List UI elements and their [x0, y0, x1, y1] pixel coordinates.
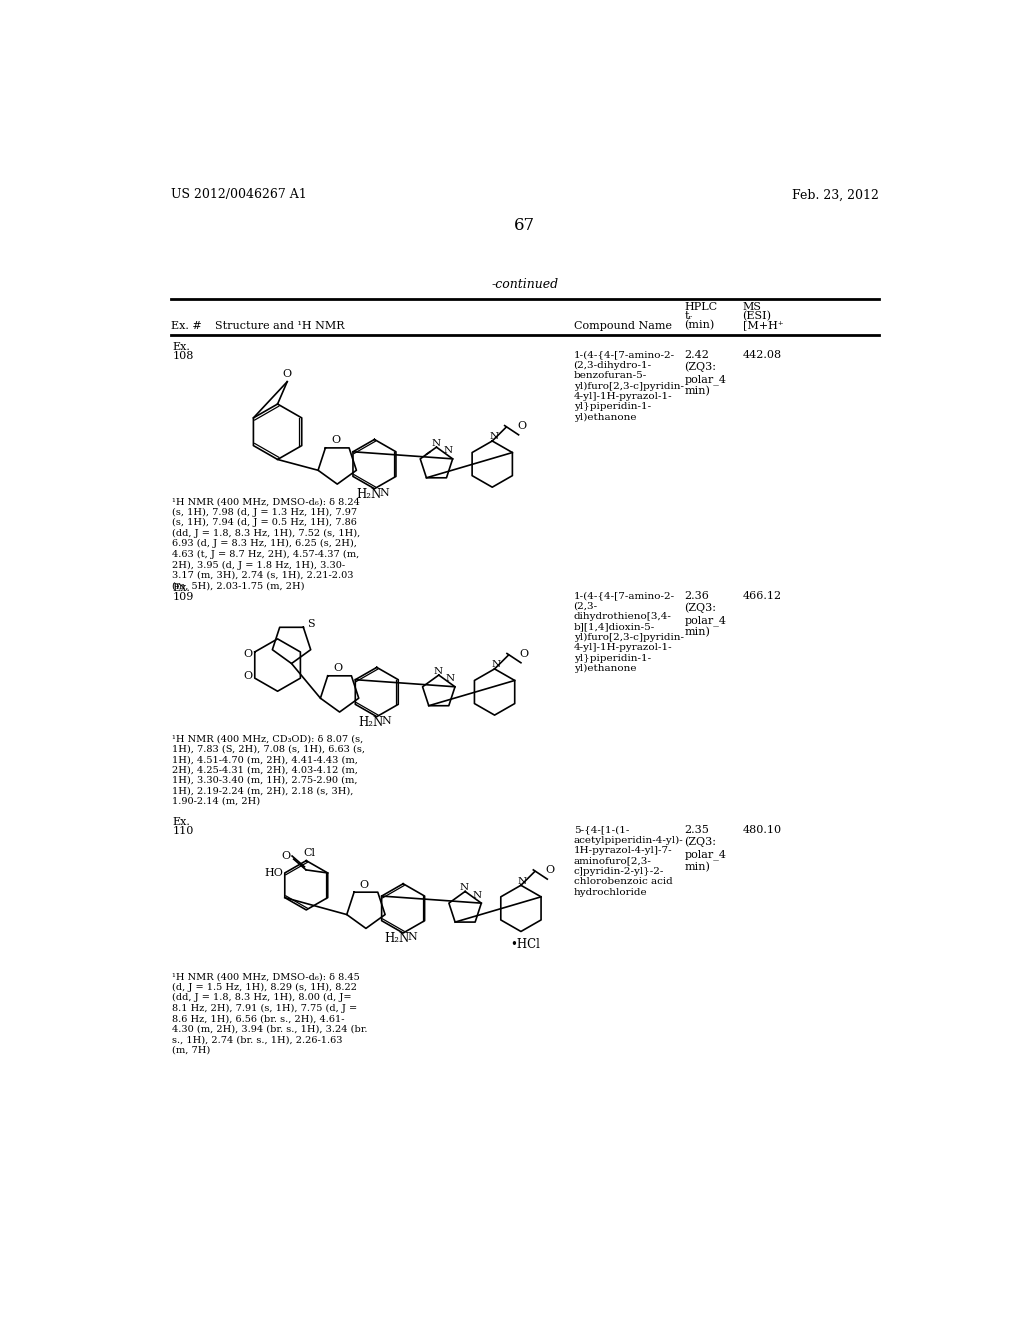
Text: (ESI): (ESI) [742, 312, 771, 321]
Text: 2.42
(ZQ3:
polar_4
min): 2.42 (ZQ3: polar_4 min) [684, 350, 726, 397]
Text: N: N [492, 660, 501, 669]
Text: N: N [518, 876, 527, 886]
Text: N: N [489, 433, 499, 441]
Text: N: N [433, 667, 442, 676]
Text: 5-{4-[1-(1-
acetylpiperidin-4-yl)-
1H-pyrazol-4-yl]-7-
aminofuro[2,3-
c]pyridin-: 5-{4-[1-(1- acetylpiperidin-4-yl)- 1H-py… [573, 825, 683, 896]
Text: 2.35
(ZQ3:
polar_4
min): 2.35 (ZQ3: polar_4 min) [684, 825, 726, 871]
Text: O: O [334, 663, 342, 673]
Text: O: O [519, 648, 528, 659]
Text: N: N [431, 438, 440, 447]
Text: O: O [244, 671, 253, 681]
Text: US 2012/0046267 A1: US 2012/0046267 A1 [171, 189, 306, 202]
Text: S: S [307, 619, 314, 628]
Text: 466.12: 466.12 [742, 591, 781, 601]
Text: O: O [331, 436, 340, 445]
Text: Ex.: Ex. [172, 583, 190, 593]
Text: (min): (min) [684, 321, 715, 330]
Text: O: O [244, 649, 253, 660]
Text: ¹H NMR (400 MHz, DMSO-d₆): δ 8.24
(s, 1H), 7.98 (d, J = 1.3 Hz, 1H), 7.97
(s, 1H: ¹H NMR (400 MHz, DMSO-d₆): δ 8.24 (s, 1H… [172, 498, 360, 590]
Text: •HCl: •HCl [510, 939, 540, 952]
Text: H₂N: H₂N [385, 932, 410, 945]
Text: Ex.: Ex. [172, 342, 190, 352]
Text: Compound Name: Compound Name [573, 321, 672, 330]
Text: Ex. #: Ex. # [171, 321, 202, 330]
Text: N: N [381, 715, 391, 726]
Text: -continued: -continued [492, 277, 558, 290]
Text: 2.36
(ZQ3:
polar_4
min): 2.36 (ZQ3: polar_4 min) [684, 591, 726, 638]
Text: 109: 109 [172, 593, 194, 602]
Text: 1-(4-{4-[7-amino-2-
(2,3-
dihydrothieno[3,4-
b][1,4]dioxin-5-
yl)furo[2,3-c]pyri: 1-(4-{4-[7-amino-2- (2,3- dihydrothieno[… [573, 591, 684, 673]
Text: 108: 108 [172, 351, 194, 362]
Text: N: N [379, 487, 389, 498]
Text: O: O [546, 865, 555, 875]
Text: N: N [445, 675, 455, 684]
Text: ¹H NMR (400 MHz, CD₃OD): δ 8.07 (s,
1H), 7.83 (S, 2H), 7.08 (s, 1H), 6.63 (s,
1H: ¹H NMR (400 MHz, CD₃OD): δ 8.07 (s, 1H),… [172, 734, 366, 805]
Text: H₂N: H₂N [356, 488, 381, 502]
Text: MS: MS [742, 302, 762, 312]
Text: N: N [472, 891, 481, 900]
Text: Ex.: Ex. [172, 817, 190, 828]
Text: 442.08: 442.08 [742, 350, 781, 360]
Text: tᵣ: tᵣ [684, 312, 693, 321]
Text: 110: 110 [172, 826, 194, 837]
Text: N: N [443, 446, 453, 455]
Text: Cl: Cl [303, 847, 315, 858]
Text: [M+H⁺: [M+H⁺ [742, 321, 783, 330]
Text: HPLC: HPLC [684, 302, 718, 312]
Text: Structure and ¹H NMR: Structure and ¹H NMR [215, 321, 344, 330]
Text: 1-(4-{4-[7-amino-2-
(2,3-dihydro-1-
benzofuran-5-
yl)furo[2,3-c]pyridin-
4-yl]-1: 1-(4-{4-[7-amino-2- (2,3-dihydro-1- benz… [573, 350, 684, 422]
Text: N: N [460, 883, 469, 892]
Text: Feb. 23, 2012: Feb. 23, 2012 [793, 189, 879, 202]
Text: O: O [359, 879, 369, 890]
Text: O: O [283, 370, 292, 379]
Text: O: O [517, 421, 526, 430]
Text: ¹H NMR (400 MHz, DMSO-d₆): δ 8.45
(d, J = 1.5 Hz, 1H), 8.29 (s, 1H), 8.22
(dd, J: ¹H NMR (400 MHz, DMSO-d₆): δ 8.45 (d, J … [172, 973, 368, 1055]
Text: O: O [282, 851, 291, 861]
Text: 480.10: 480.10 [742, 825, 781, 836]
Text: 67: 67 [514, 216, 536, 234]
Text: HO: HO [264, 869, 283, 878]
Text: N: N [408, 932, 418, 942]
Text: H₂N: H₂N [358, 715, 383, 729]
